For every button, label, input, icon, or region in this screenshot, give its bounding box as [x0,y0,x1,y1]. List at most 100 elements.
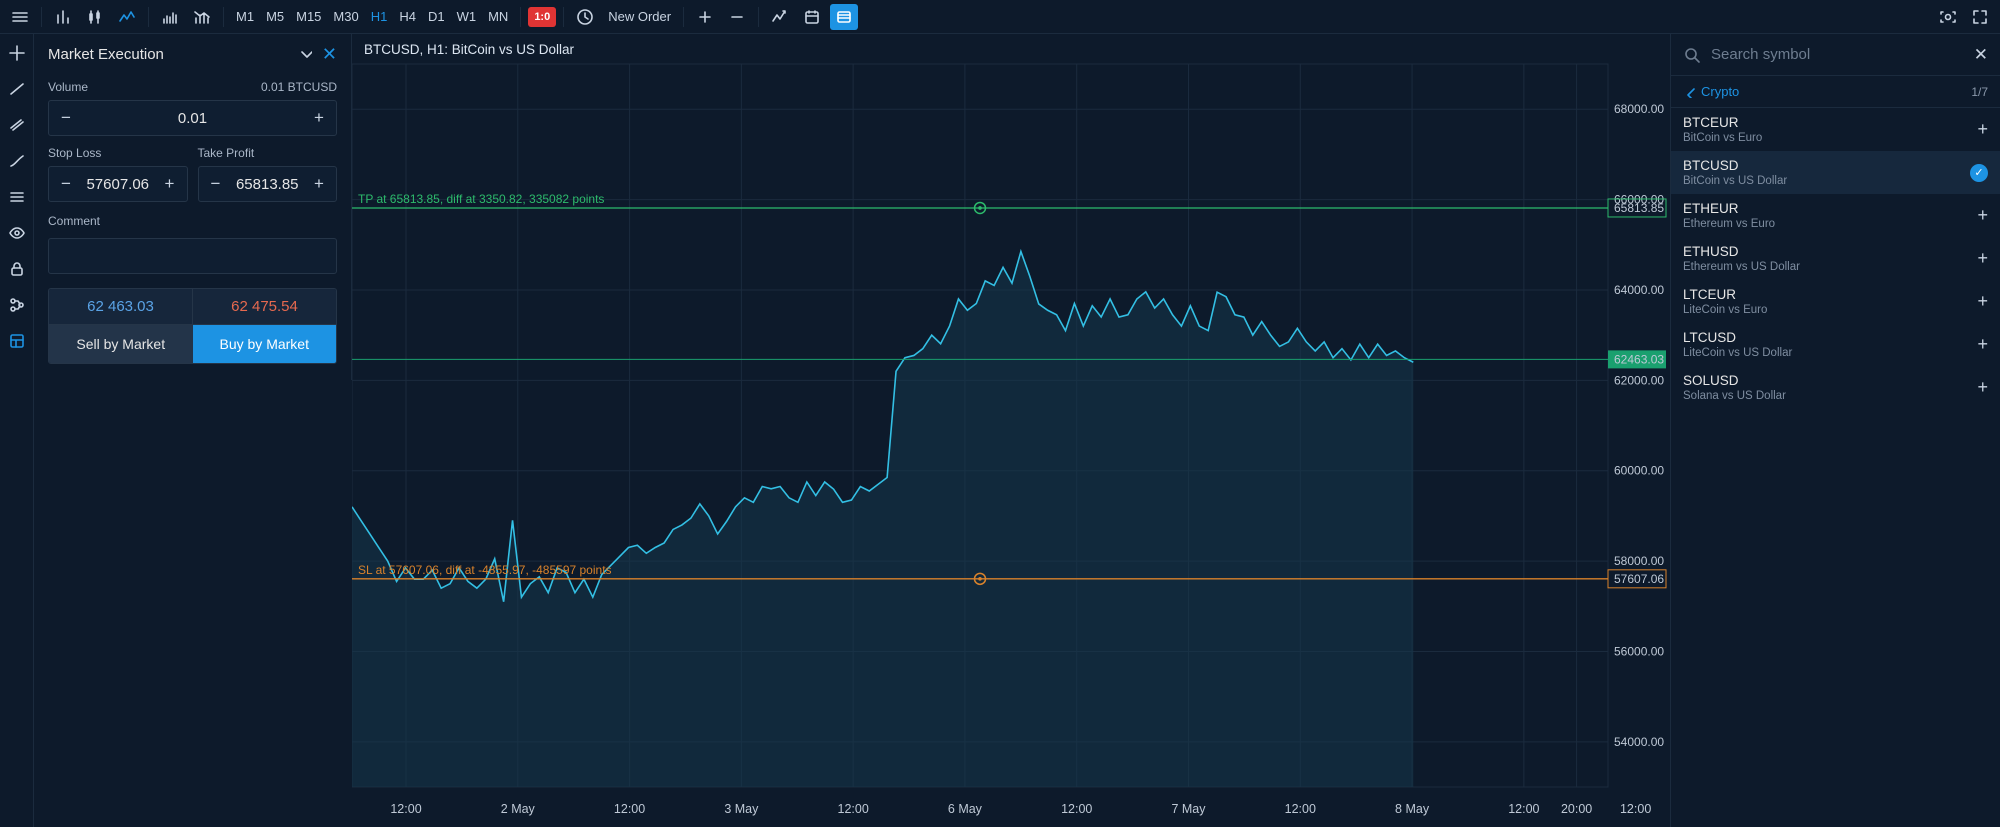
symbol-name: ETHEUR [1683,201,1775,216]
symbol-item-etheur[interactable]: ETHEUREthereum vs Euro+ [1671,194,2000,237]
timeframe-m5[interactable]: M5 [261,4,289,30]
symbol-item-ltceur[interactable]: LTCEUR LiteCoin vs Euro + [1671,280,2000,323]
symbol-desc: LiteCoin vs Euro [1683,304,1767,316]
menu-icon[interactable] [6,4,34,30]
volume-inc-button[interactable]: + [302,101,336,135]
breadcrumb-back[interactable]: Crypto [1683,84,1739,99]
tp-dec-button[interactable]: − [199,167,233,201]
svg-text:TP at 65813.85, diff at 3350.8: TP at 65813.85, diff at 3350.82, 335082 … [358,192,604,206]
layout-tool-icon[interactable] [4,328,30,354]
svg-text:12:00: 12:00 [1061,802,1092,816]
symbol-item-ethusd[interactable]: ETHUSDEthereum vs US Dollar+ [1671,237,2000,280]
add-symbol-icon[interactable]: + [1977,248,1988,269]
symbol-name: LTCEUR [1683,287,1767,302]
symbol-name: BTCEUR [1683,115,1762,130]
symbol-desc: BitCoin vs US Dollar [1683,175,1787,187]
svg-text:12:00: 12:00 [1620,802,1651,816]
comment-input[interactable] [48,238,337,274]
panel-toggle-icon[interactable] [830,4,858,30]
indicator-icon[interactable] [188,4,216,30]
trendline-tool-icon[interactable] [4,76,30,102]
order-type-chevron-icon[interactable] [298,46,312,63]
symbol-item-ltcusd[interactable]: LTCUSDLiteCoin vs US Dollar+ [1671,323,2000,366]
crosshair-tool-icon[interactable] [4,40,30,66]
svg-text:6 May: 6 May [948,802,983,816]
sell-button[interactable]: Sell by Market [49,325,193,363]
timeframe-mn[interactable]: MN [483,4,513,30]
buy-button[interactable]: Buy by Market [193,325,337,363]
svg-text:64000.00: 64000.00 [1614,283,1664,297]
channel-tool-icon[interactable] [4,112,30,138]
chart-area[interactable]: BTCUSD, H1: BitCoin vs US Dollar 12:002 … [352,34,1670,827]
svg-text:12:00: 12:00 [390,802,421,816]
object-tree-icon[interactable] [4,292,30,318]
fib-tool-icon[interactable] [4,148,30,174]
symbol-count: 1/7 [1971,85,1988,99]
timeframe-m15[interactable]: M15 [291,4,326,30]
symbol-item-solusd[interactable]: SOLUSDSolana vs US Dollar+ [1671,366,2000,409]
add-symbol-icon[interactable]: + [1977,119,1988,140]
symbol-item-btceur[interactable]: BTCEURBitCoin vs Euro+ [1671,108,2000,151]
ask-price: 62 475.54 [193,289,336,324]
visibility-tool-icon[interactable] [4,220,30,246]
bid-ask-row: 62 463.03 62 475.54 [48,288,337,324]
volume-dec-button[interactable]: − [49,101,83,135]
clear-search-button[interactable]: ✕ [1974,45,1988,65]
line-chart-icon[interactable] [113,4,141,30]
lock-tool-icon[interactable] [4,256,30,282]
svg-text:56000.00: 56000.00 [1614,644,1664,658]
tp-input[interactable]: − 65813.85 + [198,166,338,202]
volume-hint: 0.01 BTCUSD [261,80,337,94]
search-icon [1683,46,1701,64]
svg-text:54000.00: 54000.00 [1614,735,1664,749]
clock-icon[interactable] [571,4,599,30]
svg-text:12:00: 12:00 [838,802,869,816]
timeframe-h4[interactable]: H4 [394,4,421,30]
svg-text:57607.06: 57607.06 [1614,572,1664,586]
symbol-search-input[interactable] [1711,46,1964,63]
order-type-label: Market Execution [48,46,288,63]
candlestick-icon[interactable] [81,4,109,30]
volume-label: Volume [48,80,88,94]
timeframe-w1[interactable]: W1 [452,4,482,30]
fullscreen-icon[interactable] [1966,4,1994,30]
svg-text:12:00: 12:00 [1508,802,1539,816]
sl-inc-button[interactable]: + [153,167,187,201]
add-symbol-icon[interactable]: + [1977,291,1988,312]
check-icon: ✓ [1970,164,1988,182]
tp-value: 65813.85 [233,176,303,193]
zoom-out-icon[interactable] [723,4,751,30]
price-chart[interactable]: 12:002 May12:003 May12:006 May12:007 May… [352,34,1670,827]
tp-label: Take Profit [198,146,338,160]
top-toolbar: M1M5M15M30H1H4D1W1MN 1:0 New Order [0,0,2000,34]
tp-inc-button[interactable]: + [302,167,336,201]
symbol-item-btcusd[interactable]: BTCUSDBitCoin vs US Dollar✓ [1671,151,2000,194]
volume-input[interactable]: − 0.01 + [48,100,337,136]
add-symbol-icon[interactable]: + [1977,377,1988,398]
timeframe-d1[interactable]: D1 [423,4,450,30]
screenshot-icon[interactable] [1934,4,1962,30]
auto-scroll-icon[interactable] [766,4,794,30]
symbol-panel: ✕ Crypto 1/7 BTCEURBitCoin vs Euro+BTCUS… [1670,34,2000,827]
volume-icon[interactable] [156,4,184,30]
add-symbol-icon[interactable]: + [1977,334,1988,355]
new-order-button[interactable]: New Order [603,4,676,30]
date-picker-icon[interactable] [798,4,826,30]
timeframe-m30[interactable]: M30 [328,4,363,30]
timeframe-h1[interactable]: H1 [366,4,393,30]
add-symbol-icon[interactable]: + [1977,205,1988,226]
zoom-in-icon[interactable] [691,4,719,30]
bid-price: 62 463.03 [49,289,193,324]
sl-input[interactable]: − 57607.06 + [48,166,188,202]
list-tool-icon[interactable] [4,184,30,210]
symbol-name: LTCUSD [1683,330,1792,345]
close-panel-button[interactable]: ✕ [322,44,337,65]
leverage-badge[interactable]: 1:0 [528,7,556,27]
symbol-desc: Ethereum vs US Dollar [1683,261,1800,273]
sl-dec-button[interactable]: − [49,167,83,201]
svg-text:8 May: 8 May [1395,802,1430,816]
svg-text:68000.00: 68000.00 [1614,102,1664,116]
symbol-name: SOLUSD [1683,373,1786,388]
timeframe-m1[interactable]: M1 [231,4,259,30]
bar-chart-icon[interactable] [49,4,77,30]
